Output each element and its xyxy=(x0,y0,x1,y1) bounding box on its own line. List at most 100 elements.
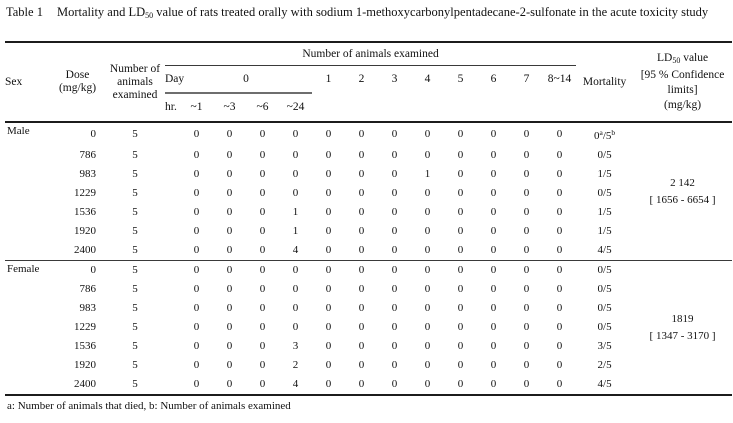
examined-count-cell: 1 xyxy=(292,225,299,237)
examined-count-cell: 0 xyxy=(424,283,431,295)
ld50-header-line4: (mg/kg) xyxy=(664,99,702,111)
examined-count-cell: 0 xyxy=(457,378,464,390)
footnote: a: Number of animals that died, b: Numbe… xyxy=(7,400,291,412)
examined-count-cell: 0 xyxy=(259,359,266,371)
examined-count-cell: 0 xyxy=(391,149,398,161)
examined-count-cell: 0 xyxy=(556,359,563,371)
examined-count-cell: 0 xyxy=(325,340,332,352)
examined-count-cell: 4 xyxy=(292,244,299,256)
table-row: Male 0 5 0 0 0 0 0 0 0 0 0 0 0 0 0a/5b 2 142 [ 1656 - 665… xyxy=(5,122,732,206)
examined-count-cell: 0 xyxy=(523,264,530,276)
examined-count-cell: 0 xyxy=(259,302,266,314)
examined-count-cell: 0 xyxy=(457,128,464,140)
ld50-header: LD50 value [95 % Confidence limits] (mg/… xyxy=(633,42,732,122)
day-label-spacer xyxy=(165,184,180,203)
animals-count-cell: 5 xyxy=(132,302,138,314)
examined-count-cell: 0 xyxy=(523,359,530,371)
ld50-header-pre: LD xyxy=(656,52,673,64)
examined-count-cell: 0 xyxy=(325,321,332,333)
examined-count-cell: 0 xyxy=(424,321,431,333)
examined-count-cell: 0 xyxy=(457,149,464,161)
examined-count-cell: 0 xyxy=(457,283,464,295)
day-header-row: Day 0 1 2 3 4 5 6 7 8~14 xyxy=(5,65,732,94)
female-section: Female 0 5 0 0 0 0 0 0 0 0 0 0 0 0 0/5 1819 [ 1347 - 3170… xyxy=(5,261,732,396)
ld50-value: 1819 xyxy=(671,312,694,325)
examined-count-cell: 0 xyxy=(523,321,530,333)
animals-examined-header: Number of animals examined xyxy=(105,42,165,122)
examined-count-cell: 0 xyxy=(424,359,431,371)
animals-count-cell: 5 xyxy=(132,206,138,218)
examined-count-cell: 0 xyxy=(391,321,398,333)
day-label-spacer xyxy=(165,337,180,356)
animals-count-cell: 5 xyxy=(132,168,138,180)
examined-count-cell: 0 xyxy=(259,206,266,218)
examined-count-cell: 0 xyxy=(457,302,464,314)
animals-count-cell: 5 xyxy=(132,321,138,333)
examined-count-cell: 0 xyxy=(226,359,233,371)
animals-count-cell: 5 xyxy=(132,187,138,199)
examined-count-cell: 0 xyxy=(424,187,431,199)
examined-count-cell: 0 xyxy=(226,378,233,390)
examined-count-cell: 0 xyxy=(292,149,299,161)
animals-count-cell: 5 xyxy=(132,283,138,295)
examined-count-cell: 0 xyxy=(226,168,233,180)
examined-count-cell: 0 xyxy=(193,378,200,390)
animals-count-cell: 5 xyxy=(132,225,138,237)
examined-count-cell: 0 xyxy=(259,321,266,333)
dose-header: Dose (mg/kg) xyxy=(50,42,105,122)
male-section: Male 0 5 0 0 0 0 0 0 0 0 0 0 0 0 0a/5b 2 142 [ 1656 - 665… xyxy=(5,122,732,261)
examined-count-cell: 0 xyxy=(457,340,464,352)
table-row: 1229 5 0 0 0 0 0 0 0 0 0 0 0 0 0/5 xyxy=(5,184,732,203)
mortality-cell: 4/5 xyxy=(597,378,612,390)
examined-count-cell: 0 xyxy=(259,283,266,295)
examined-count-cell: 0 xyxy=(358,149,365,161)
examined-count-cell: 0 xyxy=(226,187,233,199)
examined-count-cell: 0 xyxy=(259,149,266,161)
examined-count-cell: 0 xyxy=(523,206,530,218)
ld50-cell: 1819 [ 1347 - 3170 ] xyxy=(633,261,732,396)
mortality-header: Mortality xyxy=(582,75,627,88)
examined-count-cell: 0 xyxy=(457,187,464,199)
header-row-top: Sex Dose (mg/kg) Number of animals exami… xyxy=(5,42,732,111)
examined-count-cell: 0 xyxy=(193,359,200,371)
examined-count-cell: 4 xyxy=(292,378,299,390)
examined-count-cell: 0 xyxy=(424,302,431,314)
examined-count-cell: 0 xyxy=(457,321,464,333)
dose-cell: 786 xyxy=(79,283,97,295)
examined-count-cell: 0 xyxy=(490,225,497,237)
day-col-header: 6 xyxy=(490,73,497,85)
examined-count-cell: 0 xyxy=(259,187,266,199)
animals-count-cell: 5 xyxy=(132,340,138,352)
examined-count-cell: 0 xyxy=(325,244,332,256)
examined-count-cell: 0 xyxy=(292,128,299,140)
examined-count-cell: 0 xyxy=(490,264,497,276)
examined-count-cell: 0 xyxy=(523,149,530,161)
examined-count-cell: 0 xyxy=(556,128,563,140)
examined-count-cell: 0 xyxy=(358,302,365,314)
examined-count-cell: 0 xyxy=(391,168,398,180)
examined-count-cell: 0 xyxy=(325,378,332,390)
examined-count-cell: 0 xyxy=(556,283,563,295)
table-row: 786 5 0 0 0 0 0 0 0 0 0 0 0 0 0/5 xyxy=(5,280,732,299)
examined-count-cell: 0 xyxy=(391,378,398,390)
examined-count-cell: 0 xyxy=(292,168,299,180)
ld50-header-post: value xyxy=(680,52,709,64)
mortality-cell: 0a/5b xyxy=(594,128,616,142)
examined-count-cell: 0 xyxy=(325,149,332,161)
dose-cell: 2400 xyxy=(74,378,96,390)
animals-count-cell: 5 xyxy=(132,244,138,256)
examined-count-cell: 0 xyxy=(424,340,431,352)
examined-count-cell: 0 xyxy=(358,359,365,371)
examined-count-cell: 0 xyxy=(226,149,233,161)
examined-count-cell: 0 xyxy=(193,149,200,161)
examined-count-cell: 0 xyxy=(457,244,464,256)
day-label: Day xyxy=(165,65,184,94)
dose-cell: 786 xyxy=(79,149,97,161)
hour-col-header: ~1 xyxy=(190,101,203,113)
day-col-header: 3 xyxy=(391,73,398,85)
examined-count-cell: 0 xyxy=(523,168,530,180)
hour-header-row: hr. ~1 ~3 ~6 ~24 xyxy=(5,93,732,122)
animals-count-cell: 5 xyxy=(132,149,138,161)
examined-count-cell: 0 xyxy=(193,321,200,333)
examined-count-cell: 0 xyxy=(292,187,299,199)
